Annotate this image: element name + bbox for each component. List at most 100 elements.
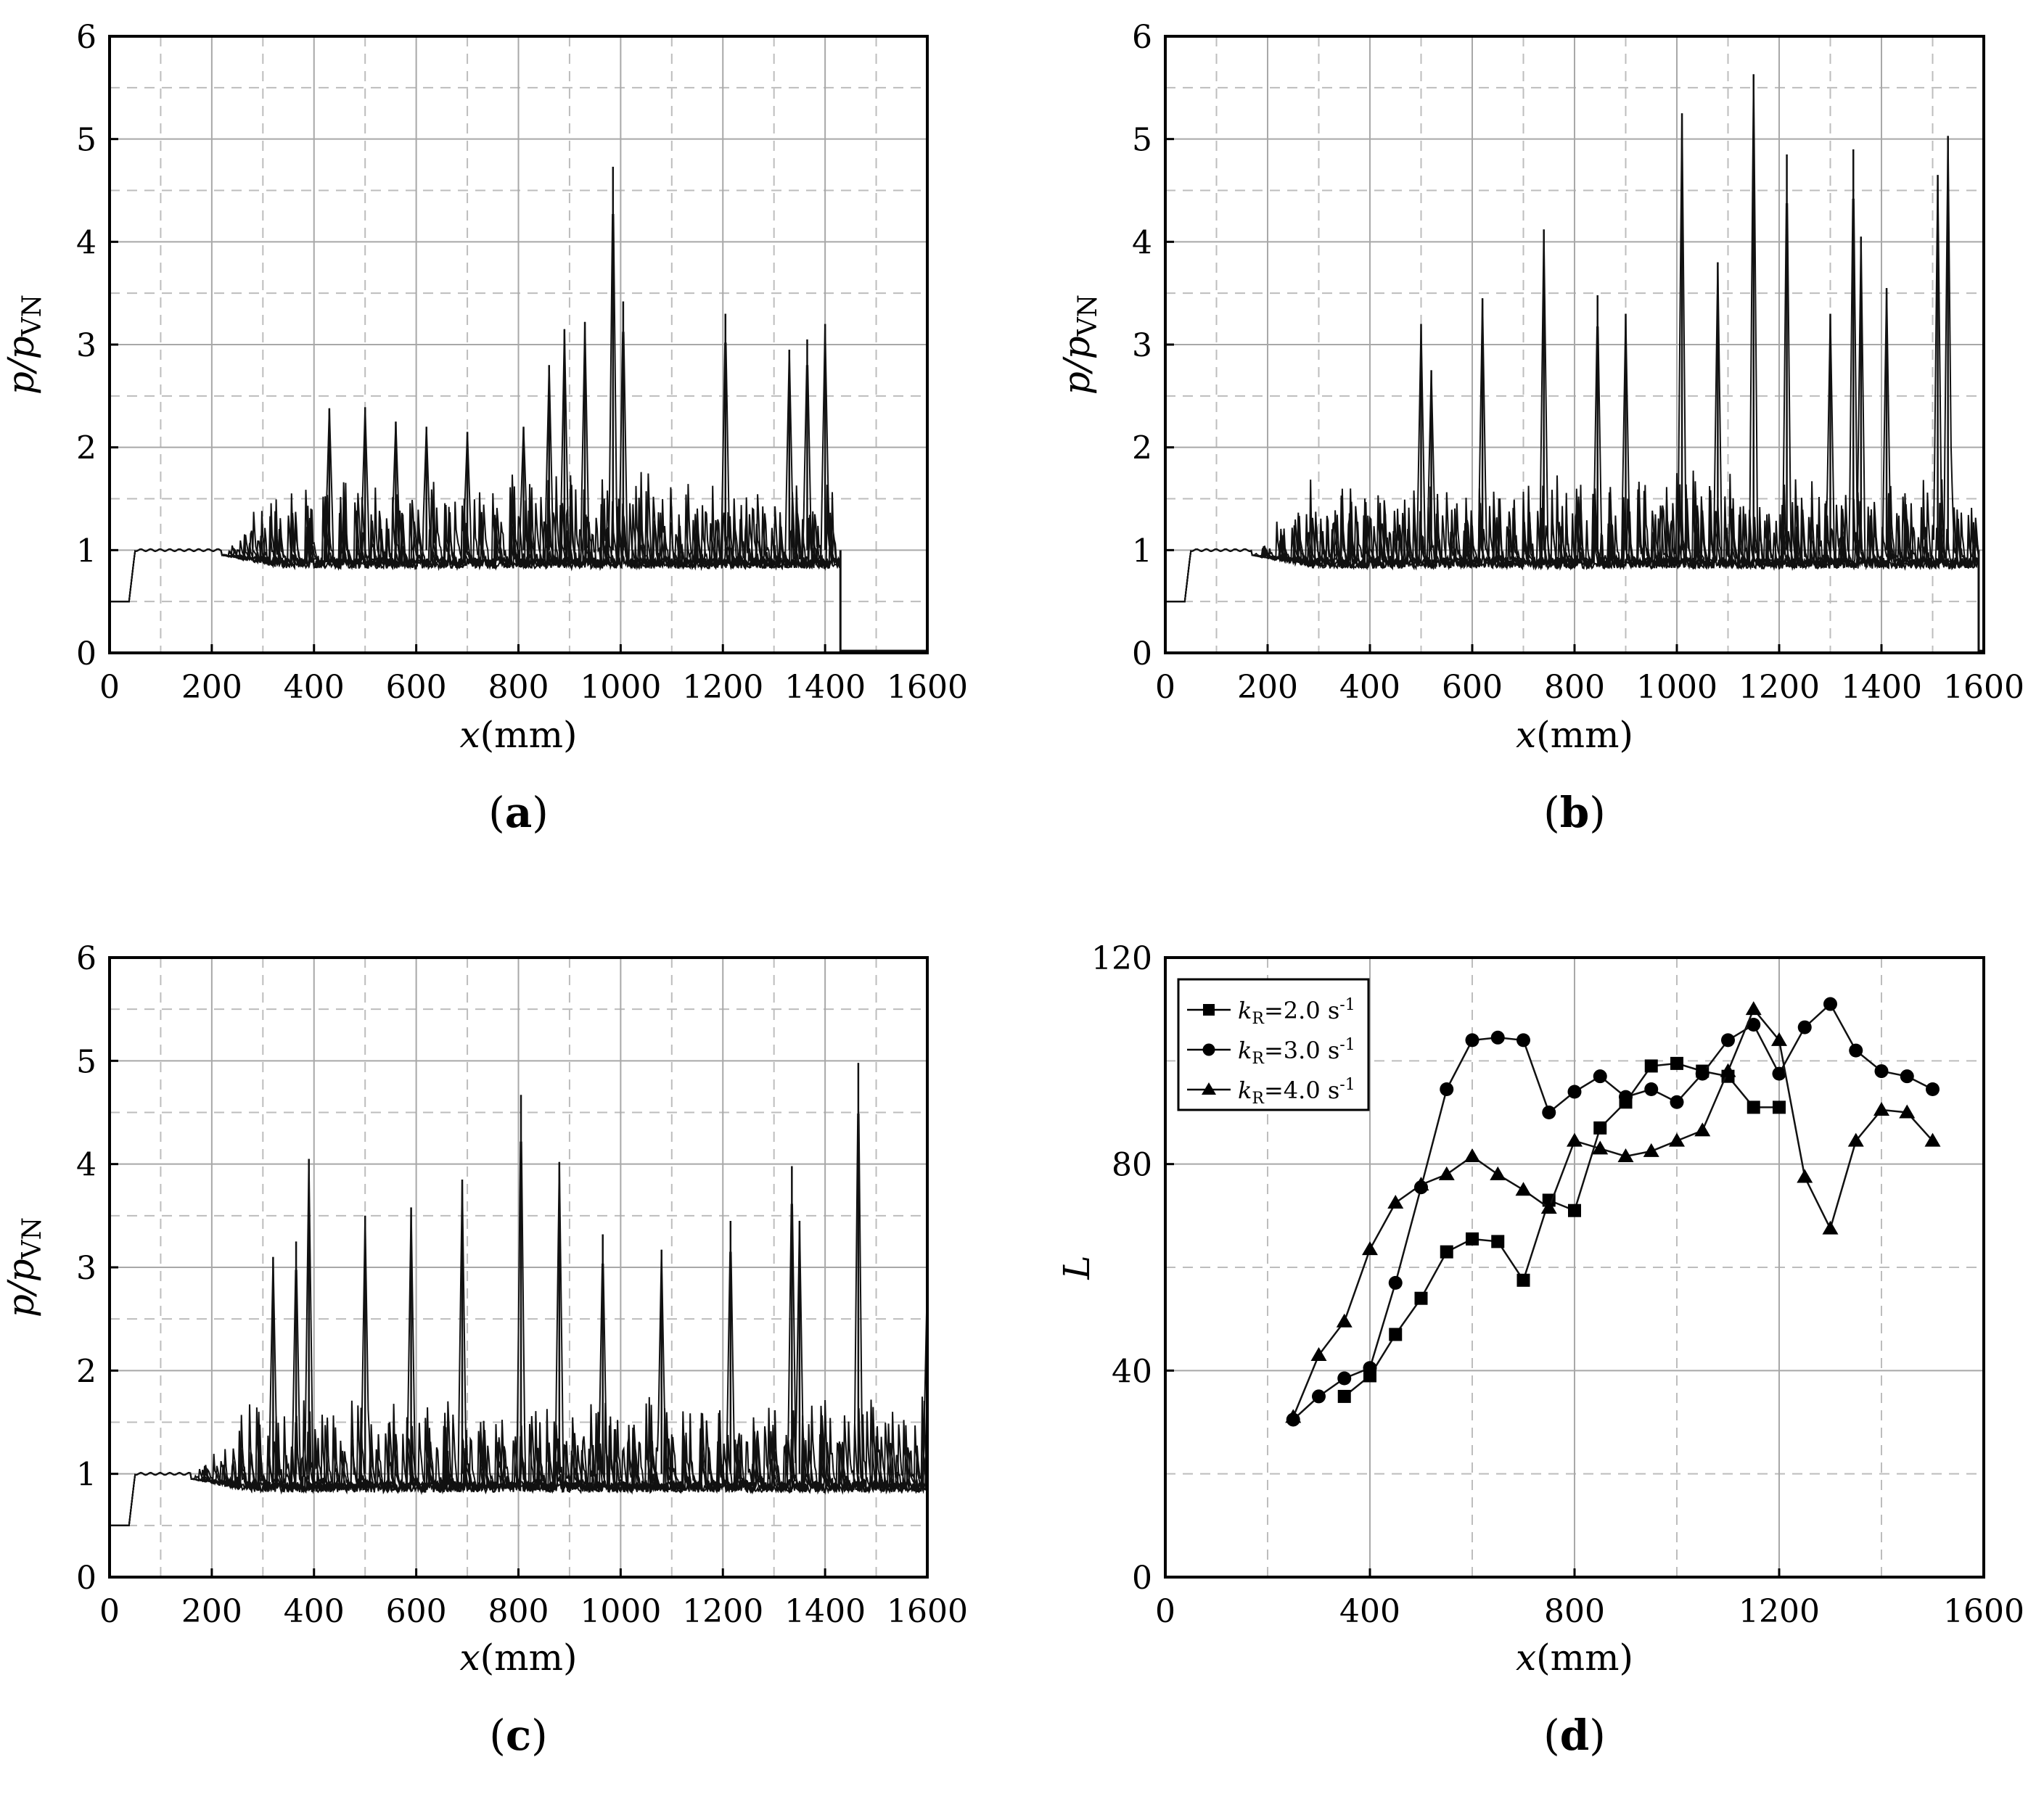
point-square [1747, 1100, 1760, 1114]
point-circle [1721, 1033, 1735, 1048]
x-tick-label: 1600 [1943, 669, 2024, 706]
grid [1165, 958, 1984, 1577]
y-tick-label: 5 [1132, 122, 1152, 159]
x-tick-label: 0 [1155, 1593, 1175, 1630]
x-tick-label: 600 [386, 1593, 447, 1630]
point-circle [1440, 1082, 1454, 1096]
x-tick-label: 1200 [682, 669, 763, 706]
point-triangle [1490, 1166, 1506, 1180]
panel-caption: (b) [1543, 788, 1606, 837]
y-axis-sub: VN [17, 295, 47, 337]
point-triangle [1899, 1104, 1916, 1119]
point-circle [1849, 1043, 1863, 1058]
legend-k: k [1238, 1037, 1252, 1064]
legend-value: =2.0 s [1264, 997, 1339, 1024]
x-tick-label: 600 [1442, 669, 1503, 706]
x-tick-label: 200 [181, 669, 242, 706]
point-circle [1619, 1090, 1633, 1104]
point-triangle [1771, 1032, 1787, 1046]
point-square [1773, 1100, 1786, 1114]
point-triangle [1438, 1166, 1455, 1180]
point-triangle [1847, 1132, 1864, 1147]
x-tick-label: 1400 [1841, 669, 1922, 706]
point-circle [1747, 1018, 1761, 1032]
y-tick-label: 6 [1132, 19, 1152, 56]
x-tick-label: 1000 [1636, 669, 1717, 706]
point-square [1568, 1203, 1581, 1217]
axes-frame [108, 956, 929, 1579]
point-square [1593, 1121, 1607, 1135]
point-square [1670, 1056, 1683, 1070]
y-tick-label: 0 [1132, 1560, 1152, 1597]
plot-area [1165, 74, 1984, 653]
y-tick-label: 3 [76, 1250, 97, 1287]
x-axis-unit: (mm) [480, 714, 578, 756]
x-tick-label: 1600 [887, 669, 968, 706]
x-tick-label: 400 [284, 669, 345, 706]
x-tick-label: 1200 [682, 1593, 763, 1630]
x-axis-unit: (mm) [480, 1637, 578, 1679]
legend-value: =3.0 s [1264, 1037, 1339, 1064]
series-line-3 [1292, 1007, 1934, 1417]
y-tick-label: 1 [76, 1457, 97, 1494]
y-tick-label: 1 [76, 532, 97, 569]
y-tick-label: 2 [76, 1353, 97, 1390]
x-tick-label: 1400 [784, 1593, 866, 1630]
point-square [1491, 1235, 1505, 1248]
point-circle [1797, 1020, 1812, 1034]
caption-letter: a [505, 788, 533, 837]
y-axis-label: p/pVN [0, 1217, 47, 1317]
x-axis-label: x(mm) [459, 714, 577, 756]
point-square [1389, 1328, 1403, 1341]
x-axis-var: x [1516, 1637, 1536, 1679]
legend-label: kR=2.0 s-1 [1238, 996, 1355, 1028]
x-tick-label: 800 [1544, 669, 1605, 706]
legend-marker-square [1203, 1004, 1215, 1016]
x-tick-label: 1400 [784, 669, 866, 706]
legend-k: k [1238, 1077, 1252, 1104]
caption-paren: ( [1543, 788, 1560, 837]
caption-paren: ) [532, 788, 549, 837]
legend-sup: -1 [1339, 1036, 1355, 1054]
x-tick-label: 1600 [1943, 1593, 2024, 1630]
y-axis-label: p/pVN [1056, 295, 1103, 395]
x-axis-label: x(mm) [459, 1637, 577, 1679]
y-tick-label: 1 [1132, 532, 1152, 569]
caption-paren: ( [488, 788, 505, 837]
point-square [1414, 1291, 1428, 1305]
point-triangle [1617, 1148, 1634, 1162]
point-circle [1670, 1095, 1684, 1109]
point-square [1466, 1232, 1479, 1246]
point-triangle [1822, 1220, 1839, 1235]
plot-area [1285, 997, 1941, 1427]
x-tick-label: 200 [1237, 669, 1298, 706]
legend-marker-triangle [1202, 1082, 1216, 1095]
y-axis-main: p/p [1056, 336, 1098, 395]
caption-letter: b [1560, 788, 1590, 837]
y-tick-label: 5 [76, 1043, 97, 1080]
point-circle [1542, 1106, 1556, 1119]
legend-sup: -1 [1339, 996, 1355, 1014]
point-circle [1516, 1033, 1530, 1048]
y-axis-main: p/p [0, 336, 42, 395]
point-circle [1900, 1069, 1914, 1084]
y-tick-label: 120 [1091, 940, 1152, 977]
y-axis-main: p/p [0, 1259, 42, 1317]
caption-paren: ) [1589, 788, 1606, 837]
point-square [1516, 1273, 1530, 1287]
point-square [1337, 1389, 1351, 1403]
y-tick-label: 4 [76, 224, 97, 261]
point-circle [1312, 1389, 1326, 1404]
point-circle [1567, 1085, 1582, 1099]
point-triangle [1694, 1122, 1711, 1137]
x-tick-label: 1200 [1739, 1593, 1820, 1630]
x-tick-label: 1600 [887, 1593, 968, 1630]
x-axis-label: x(mm) [1516, 714, 1633, 756]
point-triangle [1336, 1313, 1353, 1328]
x-axis-unit: (mm) [1536, 1637, 1633, 1679]
point-triangle [1797, 1169, 1813, 1183]
point-circle [1772, 1066, 1786, 1081]
point-triangle [1413, 1177, 1429, 1191]
point-triangle [1924, 1132, 1941, 1147]
x-axis-label: x(mm) [1516, 1637, 1633, 1679]
